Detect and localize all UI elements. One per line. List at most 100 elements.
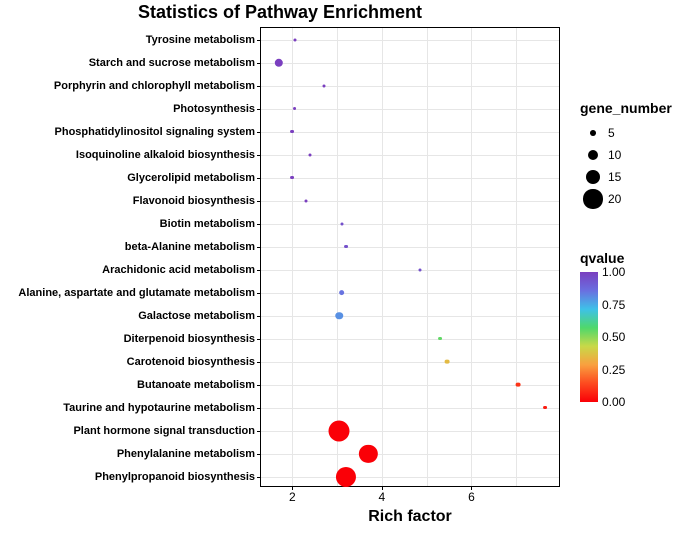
data-point [444,359,449,364]
y-tick-mark [257,362,261,363]
color-legend-title: qvalue [580,250,624,266]
grid-line-h [261,132,559,133]
grid-line-h [261,362,559,363]
data-point [543,406,547,410]
grid-line-h [261,247,559,248]
data-point [438,337,442,341]
y-tick-mark [257,385,261,386]
y-tick-mark [257,293,261,294]
x-tick-label: 6 [468,486,475,504]
size-legend-row: 20 [580,188,672,210]
grid-line-h [261,316,559,317]
y-tick-mark [257,316,261,317]
data-point [336,312,344,320]
size-legend-swatch [580,150,606,160]
grid-line-h [261,178,559,179]
y-tick-mark [257,63,261,64]
grid-line-h [261,477,559,478]
y-tick-label: Isoquinoline alkaloid biosynthesis [76,149,261,161]
data-point [336,466,356,486]
y-tick-label: Tyrosine metabolism [146,34,261,46]
data-point [309,153,312,156]
grid-line-h [261,339,559,340]
y-tick-mark [257,109,261,110]
data-point [290,176,294,180]
size-legend-label: 5 [608,126,615,140]
y-tick-label: Phenylpropanoid biosynthesis [95,471,261,483]
data-point [516,382,521,387]
y-tick-mark [257,40,261,41]
size-legend-dot [590,130,596,136]
grid-line-h [261,224,559,225]
y-tick-label: Plant hormone signal transduction [73,425,261,437]
grid-line-h [261,109,559,110]
size-legend-row: 15 [580,166,672,188]
grid-line-h [261,270,559,271]
y-tick-label: Phosphatidylinositol signaling system [55,126,261,138]
colorbar-tick-label: 0.00 [598,395,625,409]
size-legend-label: 20 [608,192,621,206]
y-tick-label: Flavonoid biosynthesis [133,195,261,207]
grid-line-h [261,454,559,455]
data-point [329,420,350,441]
y-tick-label: Glycerolipid metabolism [127,172,261,184]
data-point [304,199,307,202]
y-tick-mark [257,86,261,87]
grid-line-h [261,86,559,87]
grid-line-v-minor [516,28,517,486]
size-legend: gene_number 5 10 15 20 [580,100,672,210]
grid-line-v-minor [427,28,428,486]
y-tick-label: Carotenoid biosynthesis [127,356,261,368]
y-tick-mark [257,454,261,455]
y-tick-label: beta-Alanine metabolism [125,241,261,253]
size-legend-swatch [580,170,606,185]
colorbar-tick-label: 0.75 [598,298,625,312]
size-legend-dot [588,150,598,160]
y-tick-mark [257,339,261,340]
chart-root: Statistics of Pathway Enrichment Rich fa… [0,0,685,533]
y-tick-mark [257,155,261,156]
grid-line-h [261,155,559,156]
y-tick-label: Phenylalanine metabolism [117,448,261,460]
colorbar-tick-label: 0.50 [598,330,625,344]
y-tick-mark [257,201,261,202]
grid-line-h [261,293,559,294]
x-tick-label: 4 [379,486,386,504]
colorbar-tick-label: 0.25 [598,363,625,377]
color-legend: qvalue 1.000.750.500.250.00 [580,250,624,402]
data-point [293,38,296,41]
grid-line-h [261,40,559,41]
grid-line-v [382,28,383,486]
data-point [418,268,421,271]
y-tick-label: Arachidonic acid metabolism [102,264,261,276]
y-tick-mark [257,270,261,271]
y-tick-mark [257,477,261,478]
y-tick-mark [257,247,261,248]
size-legend-dot [583,189,602,208]
chart-title: Statistics of Pathway Enrichment [0,2,560,23]
data-point [322,84,325,87]
data-point [275,58,283,66]
y-tick-mark [257,408,261,409]
data-point [340,222,343,225]
size-legend-label: 15 [608,170,621,184]
size-legend-dot [586,170,601,185]
y-tick-mark [257,431,261,432]
size-legend-row: 5 [580,122,672,144]
size-legend-title: gene_number [580,100,672,116]
data-point [339,290,345,296]
y-tick-mark [257,224,261,225]
y-tick-label: Diterpenoid biosynthesis [124,333,261,345]
colorbar: 1.000.750.500.250.00 [580,272,598,402]
data-point [293,107,297,111]
size-legend-label: 10 [608,148,621,162]
y-tick-label: Taurine and hypotaurine metabolism [63,402,261,414]
x-tick-label: 2 [289,486,296,504]
grid-line-v-minor [337,28,338,486]
grid-line-h [261,63,559,64]
y-tick-label: Porphyrin and chlorophyll metabolism [54,80,261,92]
data-point [344,245,348,249]
grid-line-h [261,385,559,386]
y-tick-label: Photosynthesis [173,103,261,115]
y-tick-mark [257,132,261,133]
